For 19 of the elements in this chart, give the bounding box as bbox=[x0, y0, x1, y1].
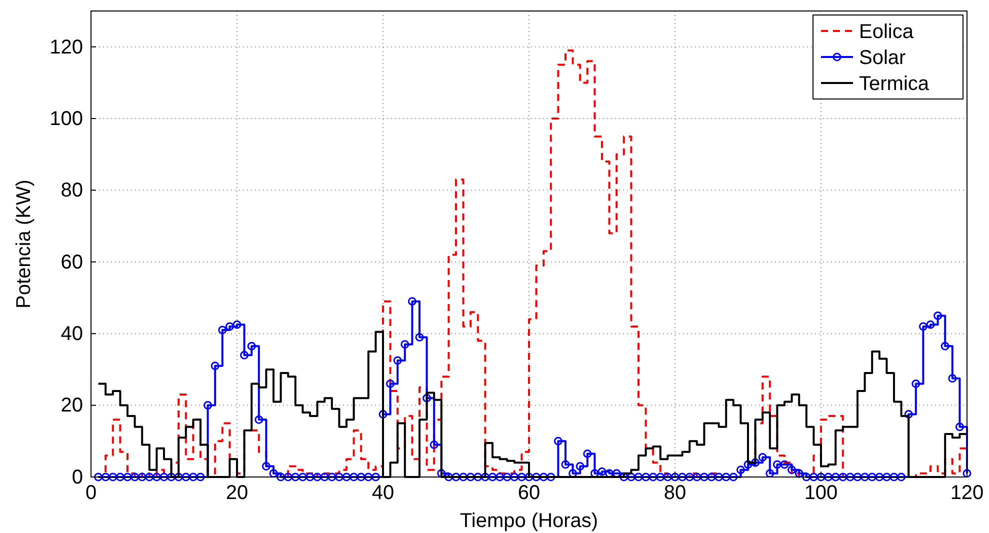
y-tick-label: 60 bbox=[60, 251, 83, 274]
legend-label: Eolica bbox=[859, 21, 914, 43]
legend-label: Solar bbox=[859, 47, 906, 69]
x-tick-label: 20 bbox=[226, 482, 248, 504]
y-tick-label: 100 bbox=[50, 108, 83, 130]
y-tick-label: 20 bbox=[60, 394, 83, 417]
x-tick-label: 60 bbox=[518, 482, 540, 504]
y-tick-label: 40 bbox=[60, 323, 83, 346]
y-tick-label: 80 bbox=[60, 180, 83, 202]
y-tick-label: 120 bbox=[50, 36, 83, 58]
x-tick-label: 80 bbox=[664, 482, 686, 504]
y-axis-title: Potencia (KW) bbox=[13, 180, 35, 308]
x-tick-label: 120 bbox=[950, 482, 984, 504]
x-tick-label: 40 bbox=[372, 482, 394, 504]
y-tick-label: 0 bbox=[72, 466, 83, 488]
legend-label: Termica bbox=[859, 73, 930, 95]
x-tick-label: 100 bbox=[804, 482, 838, 504]
x-axis-title: Tiempo (Horas) bbox=[460, 510, 598, 532]
x-tick-label: 0 bbox=[85, 482, 97, 504]
